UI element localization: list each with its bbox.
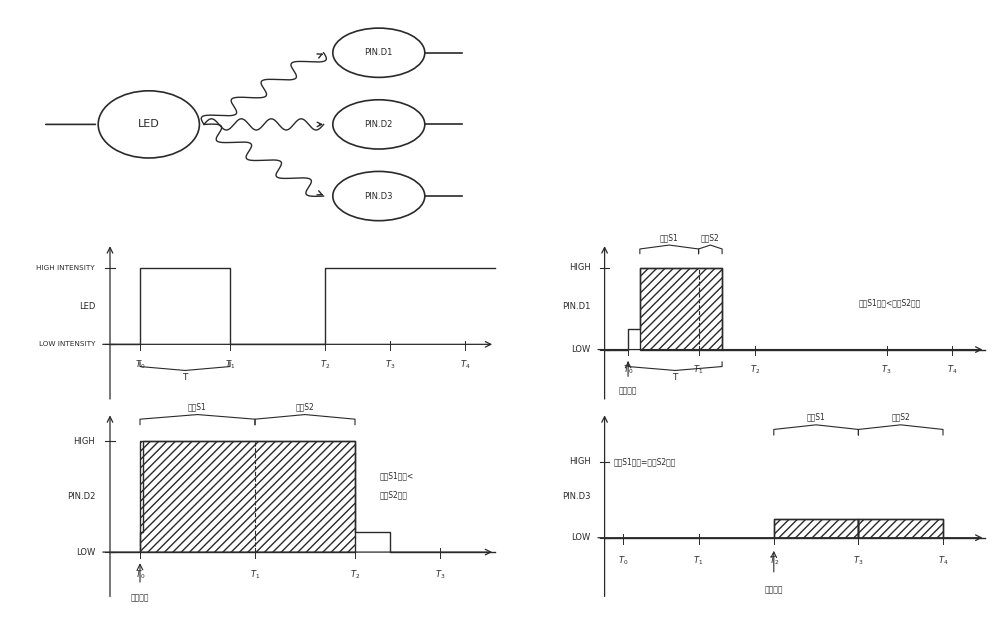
Text: $T_2$: $T_2$	[350, 569, 360, 581]
Text: 取样S1能量<取样S2能量: 取样S1能量<取样S2能量	[858, 298, 921, 307]
Text: $T_3$: $T_3$	[881, 363, 892, 376]
Text: 开始取样: 开始取样	[619, 386, 637, 395]
Text: $T_4$: $T_4$	[938, 554, 948, 567]
Text: HIGH: HIGH	[569, 263, 590, 272]
Text: PIN.D1: PIN.D1	[365, 49, 393, 57]
Text: 取样S2: 取样S2	[701, 233, 720, 243]
Text: 取样S2: 取样S2	[891, 413, 910, 422]
Text: PIN.D3: PIN.D3	[562, 492, 590, 501]
Text: $T_1$: $T_1$	[225, 358, 235, 371]
Text: $T_4$: $T_4$	[947, 363, 958, 376]
Bar	[140, 441, 355, 552]
Text: HIGH INTENSITY: HIGH INTENSITY	[36, 265, 95, 271]
Text: $T_3$: $T_3$	[853, 554, 864, 567]
Bar	[640, 267, 722, 350]
Text: PIN.D2: PIN.D2	[365, 120, 393, 129]
Text: $T_1$: $T_1$	[693, 554, 704, 567]
Text: 取样S2: 取样S2	[296, 402, 314, 412]
Text: LOW: LOW	[76, 547, 95, 557]
Text: $T_2$: $T_2$	[769, 554, 779, 567]
Text: 开始取样: 开始取样	[131, 593, 149, 602]
Text: PIN.D3: PIN.D3	[365, 192, 393, 200]
Text: LED: LED	[79, 302, 95, 310]
Text: PIN.D1: PIN.D1	[562, 302, 590, 310]
Text: 取样S1能量<: 取样S1能量<	[380, 471, 414, 481]
Text: $T_0$: $T_0$	[135, 569, 145, 581]
Text: $T_3$: $T_3$	[385, 358, 395, 371]
Text: LED: LED	[138, 119, 160, 129]
Text: 取样S1: 取样S1	[188, 402, 207, 412]
Text: $T_0$: $T_0$	[135, 358, 145, 371]
Text: $T_0$: $T_0$	[618, 554, 629, 567]
Text: HIGH: HIGH	[569, 457, 590, 466]
Text: HIGH: HIGH	[73, 437, 95, 446]
Text: 取样S1: 取样S1	[660, 233, 679, 243]
Text: $T_4$: $T_4$	[460, 358, 470, 371]
Text: $T_3$: $T_3$	[435, 569, 445, 581]
Text: LOW: LOW	[571, 533, 590, 542]
Bar	[774, 519, 858, 537]
Text: LOW INTENSITY: LOW INTENSITY	[39, 341, 95, 347]
Text: $T_0$: $T_0$	[623, 363, 633, 376]
Text: $T_2$: $T_2$	[320, 358, 330, 371]
Text: 取样S1: 取样S1	[807, 413, 825, 422]
Text: $T_1$: $T_1$	[693, 363, 704, 376]
Text: $T_1$: $T_1$	[250, 569, 260, 581]
Text: LOW: LOW	[571, 345, 590, 354]
Text: T: T	[182, 373, 188, 382]
Text: PIN.D2: PIN.D2	[67, 492, 95, 501]
Bar	[858, 519, 943, 537]
Text: 开始取样: 开始取样	[765, 585, 783, 594]
Text: 取样S2能量: 取样S2能量	[380, 490, 408, 499]
Text: T: T	[672, 373, 678, 382]
Text: 取样S1能量=取样S2能量: 取样S1能量=取样S2能量	[614, 457, 676, 466]
Text: $T_2$: $T_2$	[750, 363, 760, 376]
